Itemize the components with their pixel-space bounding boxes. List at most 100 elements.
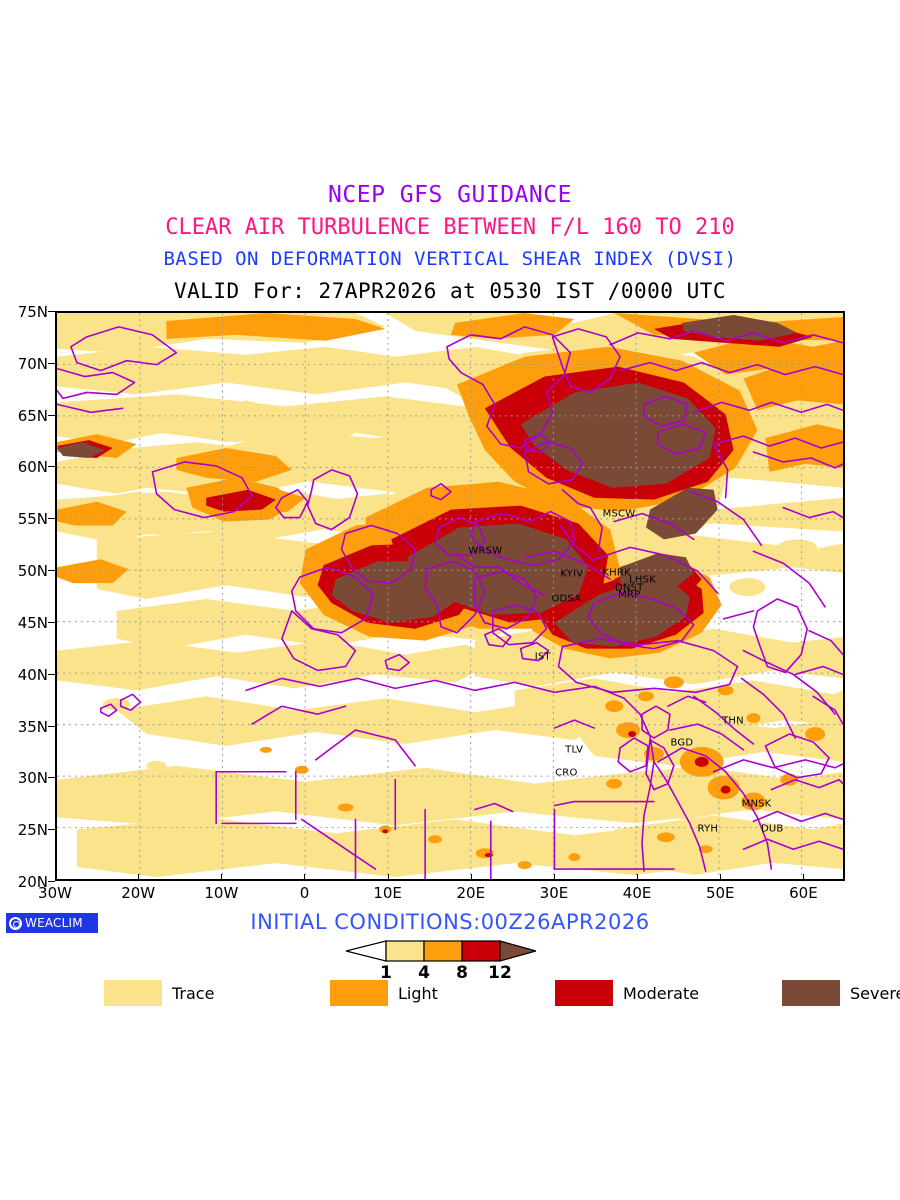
colorbar-tick-8: 8 — [456, 963, 468, 983]
colorbar-seg-below-trace — [346, 940, 387, 962]
lat-tick-mark — [48, 466, 55, 468]
lat-tick-mark — [48, 829, 55, 831]
coastlines-and-borders — [57, 326, 843, 879]
lon-tick-mark — [720, 874, 722, 881]
weaclim-logo[interactable]: WEACLIM — [6, 913, 98, 933]
city-label-odsa: ODSA — [551, 593, 582, 605]
city-label-kyiv: KYIV — [560, 568, 584, 580]
city-label-wrsw: WRSW — [468, 545, 503, 557]
lat-tick-label: 50N — [17, 562, 48, 581]
weaclim-label: WEACLIM — [25, 916, 83, 930]
lon-tick-label: 30E — [539, 884, 569, 902]
city-label-thn: THN — [722, 715, 744, 727]
colorbar-seg-trace — [385, 940, 425, 962]
colorbar-seg-moderate — [461, 940, 501, 962]
lon-tick-label: 20E — [456, 884, 486, 902]
lon-tick-label: 50E — [705, 884, 735, 902]
map-canvas: MSCW WRSW KYIV KHRK LHSK DNST MRP ODSA IST THN BGD… — [57, 313, 843, 879]
legend-item-moderate: Moderate — [555, 980, 699, 1006]
city-label-ryh: RYH — [697, 823, 719, 835]
lat-tick-mark — [48, 725, 55, 727]
legend-label-trace: Trace — [172, 983, 215, 1003]
lon-tick-label: 40E — [622, 884, 652, 902]
cat-field-svg — [57, 313, 843, 879]
lat-tick-mark — [48, 362, 55, 364]
legend-swatch-moderate — [555, 980, 613, 1006]
title-line-method: BASED ON DEFORMATION VERTICAL SHEAR INDE… — [163, 248, 737, 270]
lat-tick-mark — [48, 518, 55, 520]
lon-tick-label: 60E — [789, 884, 818, 902]
city-label-lhsk: LHSK — [629, 574, 656, 586]
city-label-bgd: BGD — [670, 737, 694, 749]
city-label-dub: DUB — [761, 823, 784, 835]
colorbar-svg — [346, 940, 536, 962]
colorbar-seg-severe — [499, 940, 536, 962]
map-gridlines — [57, 313, 843, 879]
city-label-mscw: MSCW — [602, 508, 636, 520]
colorbar-tick-labels: 1 4 8 12 — [346, 963, 536, 985]
city-label-cro: CRO — [555, 767, 578, 779]
legend-swatch-trace — [104, 980, 162, 1006]
initial-conditions-text: INITIAL CONDITIONS:00Z26APR2026 — [250, 910, 650, 934]
title-line-validity: VALID For: 27APR2026 at 0530 IST /0000 U… — [173, 279, 726, 303]
lon-tick-mark — [55, 874, 56, 881]
lat-tick-label: 40N — [17, 665, 48, 684]
legend-item-severe: Severe — [782, 980, 900, 1006]
lon-tick-mark — [637, 874, 639, 881]
lat-tick-mark — [48, 777, 55, 779]
lat-tick-label: 60N — [17, 458, 48, 477]
colorbar[interactable] — [346, 939, 536, 963]
lon-tick-mark — [138, 874, 140, 881]
lat-tick-mark — [48, 881, 55, 882]
lat-tick-mark — [48, 311, 55, 312]
lat-tick-label: 70N — [17, 354, 48, 373]
colorbar-seg-light — [423, 940, 463, 962]
legend-label-severe: Severe — [850, 983, 900, 1003]
legend-label-light: Light — [398, 983, 438, 1003]
lon-tick-label: 10E — [373, 884, 402, 902]
legend-label-moderate: Moderate — [623, 983, 700, 1003]
legend-swatch-light — [330, 980, 388, 1006]
legend-item-light: Light — [330, 980, 438, 1006]
lat-tick-label: 25N — [17, 821, 48, 840]
city-label-tlv: TLV — [565, 744, 584, 756]
lat-tick-label: 30N — [17, 769, 48, 788]
city-label-ist: IST — [534, 651, 551, 663]
lon-tick-label: 30W — [38, 884, 72, 902]
circle-logo-icon — [9, 916, 22, 930]
title-line-product: CLEAR AIR TURBULENCE BETWEEN F/L 160 TO … — [165, 215, 735, 240]
lat-tick-label: 45N — [17, 613, 48, 632]
legend-item-trace: Trace — [104, 980, 214, 1006]
legend-swatch-severe — [782, 980, 840, 1006]
city-label-dnst: DNST — [614, 582, 644, 593]
lat-tick-label: 35N — [17, 717, 48, 736]
city-label-mnsk: MNSK — [741, 798, 772, 810]
lon-tick-mark — [803, 874, 805, 881]
lat-tick-label: 65N — [17, 406, 48, 425]
lon-tick-label: 20W — [121, 884, 156, 902]
city-label-mrp: MRP — [618, 589, 641, 601]
lon-tick-label: 0 — [299, 884, 310, 902]
lon-tick-mark — [553, 874, 555, 881]
lat-tick-label: 75N — [17, 303, 48, 321]
severe-shading — [57, 314, 798, 647]
lat-tick-mark — [48, 621, 55, 623]
lon-tick-label: 10W — [204, 884, 239, 902]
lat-tick-mark — [48, 673, 55, 675]
legend-row: Trace Light Moderate Severe — [0, 980, 900, 1008]
lon-tick-mark — [387, 874, 389, 881]
map-panel[interactable]: MSCW WRSW KYIV KHRK LHSK DNST MRP ODSA IST THN BGD… — [55, 311, 845, 881]
lat-tick-label: 55N — [17, 510, 48, 529]
lon-tick-mark — [470, 874, 472, 881]
city-label-khrk: KHRK — [602, 567, 631, 579]
colorbar-tick-4: 4 — [418, 963, 430, 983]
title-line-agency: NCEP GFS GUIDANCE — [328, 182, 572, 208]
lat-tick-label: 20N — [17, 873, 48, 891]
lat-tick-mark — [48, 570, 55, 572]
colorbar-tick-12: 12 — [488, 963, 512, 983]
lat-tick-mark — [48, 414, 55, 416]
chart-title-block: NCEP GFS GUIDANCE CLEAR AIR TURBULENCE B… — [0, 180, 900, 307]
lon-tick-mark — [304, 874, 306, 881]
lon-tick-mark — [221, 874, 223, 881]
colorbar-tick-1: 1 — [380, 963, 392, 983]
